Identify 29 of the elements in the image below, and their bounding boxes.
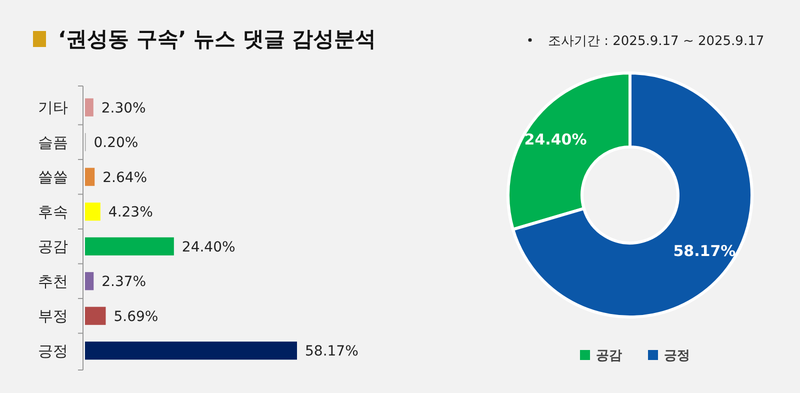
data-label: 2.64% <box>102 170 148 186</box>
y-tick-label: 긍정 <box>38 342 68 360</box>
y-tick-label: 공감 <box>38 238 68 256</box>
y-tick-label: 쓸쓸 <box>38 168 68 186</box>
y-tick-label: 부정 <box>38 307 68 326</box>
data-label: 24.40% <box>182 239 236 256</box>
data-label: 24.40% <box>524 130 587 149</box>
data-label: 2.30% <box>101 100 146 116</box>
legend-label: 공감 <box>596 348 622 364</box>
bar <box>85 168 95 186</box>
data-label: 2.37% <box>102 274 146 290</box>
y-tick-label: 슬픔 <box>38 133 68 152</box>
data-label: 58.17% <box>305 344 358 360</box>
y-tick-label: 후속 <box>38 202 68 221</box>
chart-subtitle: 조사기간 : 2025.9.17 ~ 2025.9.17 <box>548 34 764 49</box>
y-tick-label: 추천 <box>38 272 68 290</box>
bar <box>85 237 174 256</box>
bar <box>85 342 297 360</box>
data-label: 4.23% <box>108 204 153 221</box>
bar <box>85 98 94 116</box>
bar <box>85 272 94 290</box>
y-tick-label: 기타 <box>38 98 68 117</box>
bar <box>85 306 106 325</box>
bar <box>85 202 100 221</box>
chart-title: ‘권성동 구속’ 뉴스 댓글 감성분석 <box>58 27 376 51</box>
data-label: 58.17% <box>673 242 736 260</box>
data-label: 0.20% <box>94 135 138 152</box>
legend-label: 긍정 <box>664 348 690 364</box>
data-label: 5.69% <box>114 308 158 325</box>
